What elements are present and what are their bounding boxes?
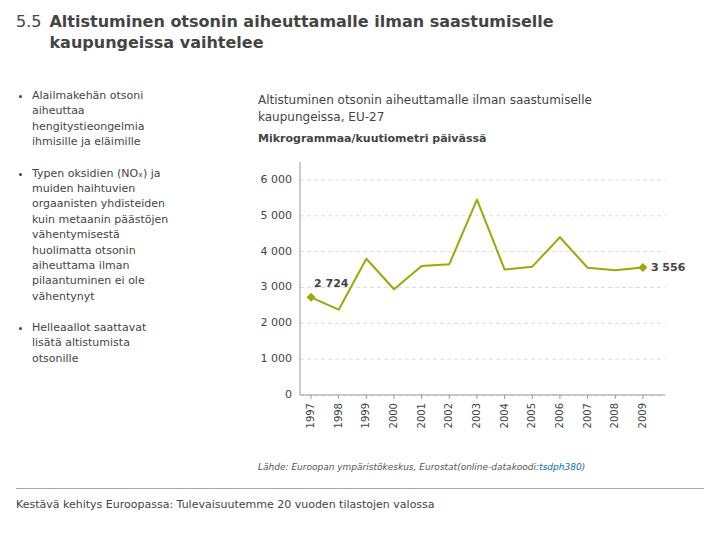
x-tick-label: 2002 [443,403,454,428]
x-tick-label: 2006 [554,403,565,428]
data-label: 3 556 [651,261,686,274]
bullet-list: Alailmakehän otsoni aiheuttaa hengitysti… [16,88,257,382]
x-tick [338,395,339,399]
x-tick [449,395,450,399]
x-tick-label: 1998 [333,403,344,428]
plot-group [307,200,648,310]
x-tick [311,395,312,399]
source-text: ) [582,462,586,472]
x-axis-line [300,395,665,396]
bullet: Alailmakehän otsoni aiheuttaa hengitysti… [32,88,257,150]
x-tick [476,395,477,399]
point-marker [307,293,316,302]
y-tick-label: 3 000 [261,280,293,293]
grid-line [300,251,665,252]
y-tick-label: 4 000 [261,245,293,258]
page-title: 5.5 Altistuminen otsonin aiheuttamalle il… [16,12,706,54]
x-tick-label: 2004 [499,403,510,428]
bullet: Helleaallot saattavat lisätä altistumist… [32,320,257,366]
x-tick-label: 1997 [305,403,316,428]
point-marker [638,263,647,272]
x-tick-label: 2001 [416,403,427,428]
x-tick [504,395,505,399]
x-tick-label: 2000 [388,403,399,428]
source-text: Lähde: Euroopan ympäristökeskus, Eurosta… [258,462,539,472]
x-tick [642,395,643,399]
x-tick-label: 2007 [582,403,593,428]
x-tick-label: 2005 [526,403,537,428]
y-axis-line [300,162,301,395]
y-tick-label: 1 000 [261,352,293,365]
x-tick-label: 2009 [637,403,648,428]
x-tick-label: 2008 [609,403,620,428]
grid-line [300,323,665,324]
data-label: 2 724 [314,277,349,290]
x-tick [559,395,560,399]
bullet: Typen oksidien (NOₓ) ja muiden haihtuvie… [32,166,257,305]
y-tick-label: 2 000 [261,316,293,329]
chart-title: Altistuminen otsonin aiheuttamalle ilman… [258,92,698,126]
y-tick-label: 5 000 [261,209,293,222]
x-tick [587,395,588,399]
separator [16,488,704,489]
x-tick [615,395,616,399]
title-number: 5.5 [16,12,41,54]
grid-line [300,359,665,360]
grid-line [300,179,665,180]
grid-line [300,395,665,396]
footer: Kestävä kehitys Euroopassa: Tulevaisuute… [16,498,704,511]
x-tick [366,395,367,399]
x-tick [421,395,422,399]
data-line [311,200,643,310]
chart: 0 1 000 2 000 3 000 4 000 5 000 6 000 1997 1998 1… [240,150,710,455]
x-tick-label: 1999 [360,403,371,428]
y-tick-label: 0 [285,388,292,401]
y-tick-label: 6 000 [261,173,293,186]
x-tick [532,395,533,399]
title-text: Altistuminen otsonin aiheuttamalle ilman… [49,12,553,54]
x-tick [394,395,395,399]
grid-line [300,287,665,288]
source-link: tsdph380 [539,462,582,472]
chart-subtitle: Mikrogrammaa/kuutiometri päivässä [258,132,698,145]
x-tick-label: 2003 [471,403,482,428]
source: Lähde: Euroopan ympäristökeskus, Eurosta… [258,462,708,472]
